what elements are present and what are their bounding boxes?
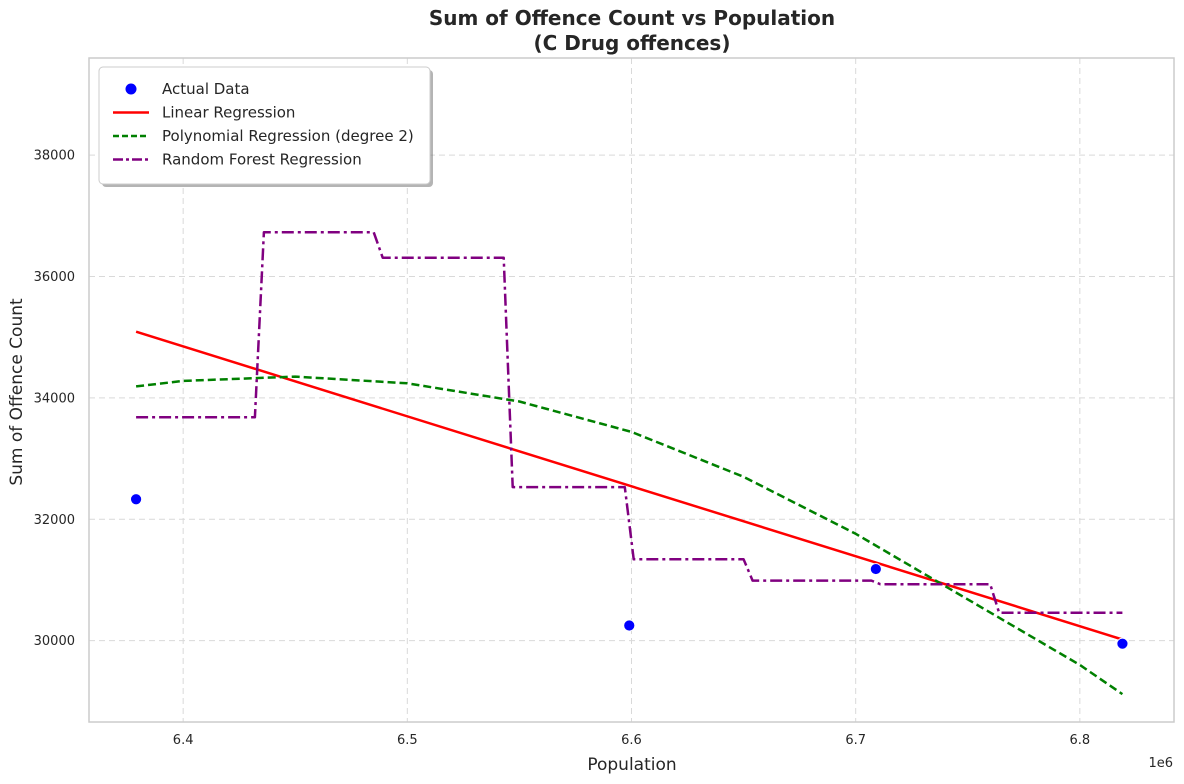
plot-frame (88, 57, 1175, 723)
data-point (130, 493, 142, 506)
legend: Actual Data Linear Regression Polynomial R… (98, 66, 433, 187)
legend-label: Random Forest Regression (162, 151, 362, 169)
data-point (1116, 637, 1129, 650)
chart-subtitle: (C Drug offences) (534, 31, 731, 55)
legend-label: Polynomial Regression (degree 2) (162, 127, 414, 145)
legend-label: Actual Data (162, 80, 250, 98)
series-line-3 (136, 230, 1123, 614)
y-tick-label: 34000 (34, 391, 75, 406)
series-lines (135, 230, 1124, 696)
y-tick-labels: 30000 32000 34000 36000 38000 (34, 149, 75, 650)
y-axis-label: Sum of Offence Count (7, 298, 27, 486)
series-line-1 (135, 330, 1123, 641)
x-offset-label: 1e6 (1148, 756, 1173, 771)
x-tick-label: 6.7 (845, 733, 866, 748)
y-tick-label: 38000 (34, 149, 75, 164)
legend-box (98, 66, 431, 185)
legend-marker (125, 83, 137, 95)
y-tick-label: 30000 (34, 634, 75, 649)
x-tick-label: 6.5 (397, 733, 418, 748)
series-line-2 (135, 375, 1124, 696)
chart-title: Sum of Offence Count vs Population (429, 6, 835, 30)
x-axis-label: Population (587, 755, 676, 775)
data-point (623, 619, 636, 632)
x-tick-label: 6.4 (173, 733, 194, 748)
x-tick-label: 6.6 (621, 733, 642, 748)
x-tick-labels: 6.4 6.5 6.6 6.7 6.8 (173, 733, 1090, 748)
x-tick-label: 6.8 (1070, 733, 1091, 748)
y-tick-label: 32000 (34, 513, 75, 528)
scatter-points (130, 493, 1129, 650)
data-point (869, 563, 882, 575)
legend-label: Linear Regression (162, 104, 295, 122)
y-tick-label: 36000 (34, 270, 75, 285)
